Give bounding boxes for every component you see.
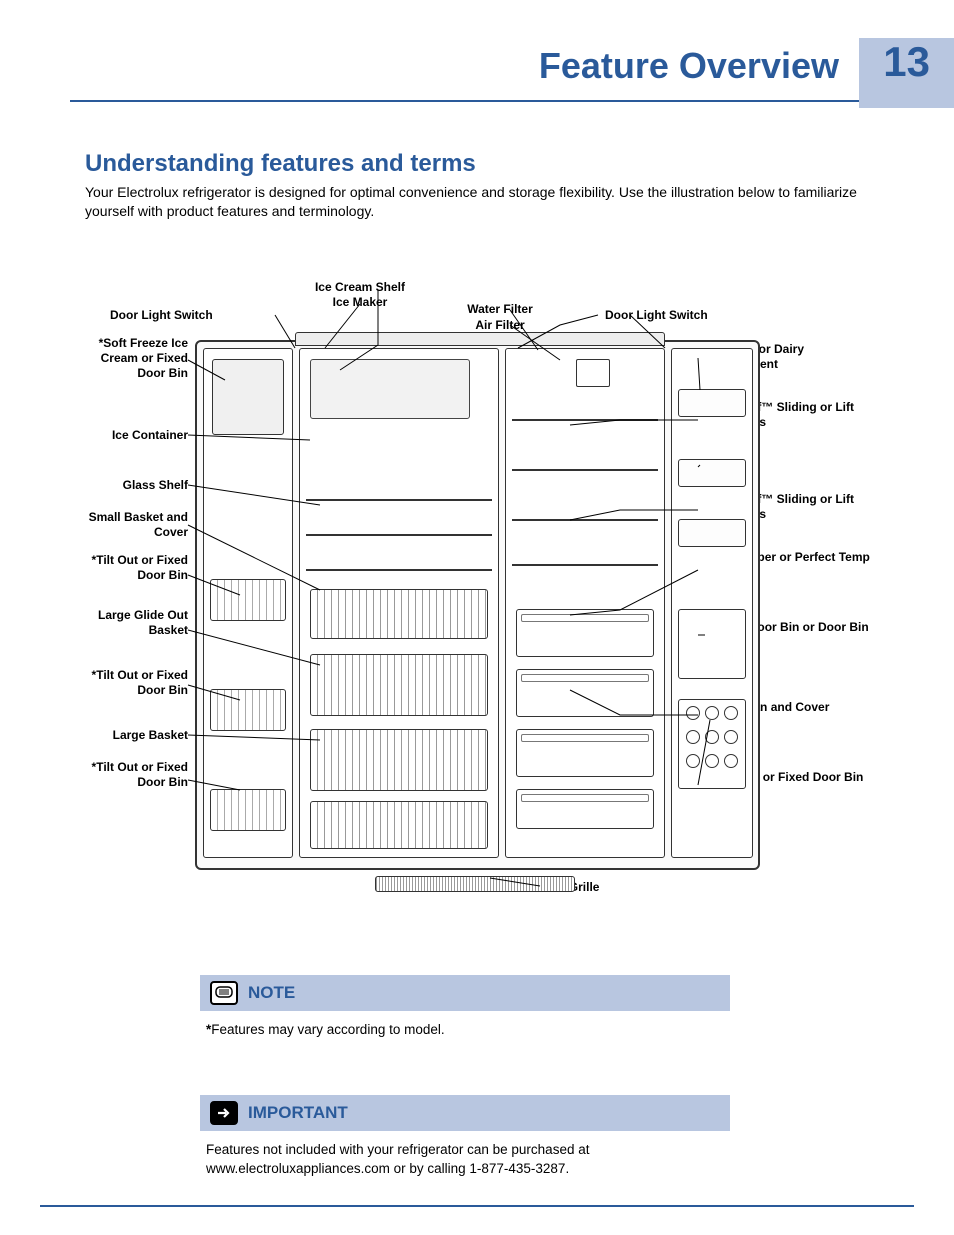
bottom-basket — [310, 801, 488, 849]
small-basket — [310, 589, 488, 639]
fridge-illustration — [195, 340, 760, 870]
can-rack — [678, 699, 746, 789]
arrow-icon — [210, 1101, 238, 1125]
label-tilt-3: *Tilt Out or Fixed Door Bin — [80, 760, 188, 790]
label-tilt-2: *Tilt Out or Fixed Door Bin — [80, 668, 188, 698]
note-icon — [210, 981, 238, 1005]
perfect-bin-box — [678, 609, 746, 679]
left-bin-2 — [210, 689, 286, 731]
dairy-bin — [678, 389, 746, 417]
left-bin-3 — [210, 789, 286, 831]
important-body: Features not included with your refriger… — [200, 1131, 730, 1179]
fridge-door — [671, 348, 753, 858]
label-dls-left: Door Light Switch — [110, 308, 275, 323]
label-soft-freeze: *Soft Freeze Ice Cream or Fixed Door Bin — [80, 336, 188, 381]
label-dls-right: Door Light Switch — [605, 308, 708, 323]
label-large-basket: Large Basket — [80, 728, 188, 743]
label-air-filter: Air Filter — [430, 318, 570, 333]
bottom-drawer — [516, 789, 654, 829]
page-number: 13 — [883, 38, 930, 86]
filter-box — [576, 359, 610, 387]
large-basket-2 — [310, 729, 488, 791]
note-callout: NOTE *Features may vary according to mod… — [200, 975, 730, 1040]
meat-drawer — [516, 609, 654, 657]
label-ice-container: Ice Container — [80, 428, 188, 443]
label-water-filter: Water Filter — [430, 302, 570, 317]
note-body: *Features may vary according to model. — [200, 1011, 730, 1040]
important-title: IMPORTANT — [248, 1103, 348, 1123]
label-ice-maker: Ice Maker — [280, 295, 440, 310]
crisper-drawer-1 — [516, 669, 654, 717]
ice-maker-box — [310, 359, 470, 419]
important-header: IMPORTANT — [200, 1095, 730, 1131]
right-bin-2 — [678, 519, 746, 547]
label-ice-cream-shelf: Ice Cream Shelf — [280, 280, 440, 295]
diagram-area: Ice Cream Shelf Ice Maker Door Light Swi… — [80, 270, 880, 910]
freezer-door — [203, 348, 293, 858]
toe-grille-shape — [375, 876, 575, 892]
note-header: NOTE — [200, 975, 730, 1011]
crisper-drawer-2 — [516, 729, 654, 777]
note-title: NOTE — [248, 983, 295, 1003]
right-bin-1 — [678, 459, 746, 487]
page-title: Feature Overview — [539, 45, 839, 87]
large-glide-basket — [310, 654, 488, 716]
label-large-glide: Large Glide Out Basket — [80, 608, 188, 638]
ice-dispenser-box — [212, 359, 284, 435]
note-text: Features may vary according to model. — [211, 1022, 444, 1037]
intro-paragraph: Your Electrolux refrigerator is designed… — [85, 183, 869, 221]
footer-rule — [40, 1205, 914, 1207]
section-heading: Understanding features and terms — [85, 150, 476, 178]
label-glass-shelf: Glass Shelf — [80, 478, 188, 493]
freezer-compartment — [299, 348, 499, 858]
label-tilt-1: *Tilt Out or Fixed Door Bin — [80, 553, 188, 583]
header-rule — [70, 100, 859, 102]
fridge-compartment — [505, 348, 665, 858]
important-callout: IMPORTANT Features not included with you… — [200, 1095, 730, 1179]
label-small-basket: Small Basket and Cover — [80, 510, 188, 540]
left-bin-1 — [210, 579, 286, 621]
